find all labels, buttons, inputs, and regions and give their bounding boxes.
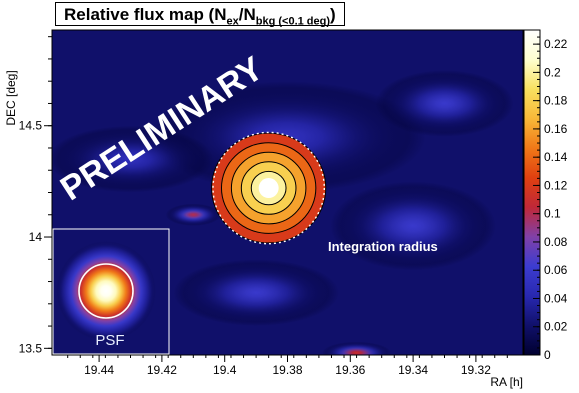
y-tick-label: 14: [29, 230, 43, 244]
colorbar-tick-label: 0.08: [544, 235, 568, 249]
colorbar-tick-label: 0.2: [544, 65, 561, 79]
colorbar-tick-label: 0.12: [544, 178, 568, 192]
y-tick-label: 14.5: [19, 119, 43, 133]
x-tick-label: 19.38: [272, 363, 302, 377]
colorbar-tick-label: 0.16: [544, 122, 568, 136]
chart-title: Relative flux map (Nex/Nbkg (<0.1 deg)): [55, 2, 345, 27]
hotspot-2: [322, 341, 392, 355]
psf-inset: PSF: [52, 228, 170, 355]
integration-radius-label: Integration radius: [328, 239, 438, 254]
x-tick-label: 19.36: [335, 363, 365, 377]
colorbar-tick-label: 0.06: [544, 263, 568, 277]
x-tick-label: 19.4: [213, 363, 237, 377]
y-axis-label: DEC [deg]: [4, 70, 18, 125]
hotspot-4: [330, 181, 496, 271]
x-tick-label: 19.44: [84, 363, 114, 377]
colorbar-tick-label: 0.18: [544, 94, 568, 108]
integration-radius-circle: [212, 131, 326, 245]
colorbar-tick-label: 0.02: [544, 320, 568, 334]
colorbar-tick-label: 0.04: [544, 291, 568, 305]
x-tick-label: 19.32: [461, 363, 491, 377]
colorbar: 0 0.02 0.04 0.06 0.08 0.1 0.12 0.14 0.16 0.18 0.2 0…: [523, 29, 568, 362]
colorbar-tick-label: 0.14: [544, 150, 568, 164]
colorbar-tick-label: 0.1: [544, 207, 561, 221]
x-tick-label: 19.34: [398, 363, 428, 377]
psf-label: PSF: [95, 332, 124, 349]
colorbar-gradient: [524, 30, 540, 355]
x-axis-label: RA [h]: [490, 375, 523, 389]
heatmap-area: [52, 30, 523, 355]
psf-blob: [56, 241, 156, 341]
peak-core: [258, 178, 279, 199]
hotspot-1: [165, 203, 221, 226]
colorbar-tick-label: 0.22: [544, 37, 568, 51]
hotspot-5: [375, 70, 514, 137]
y-tick-label: 13.5: [19, 341, 43, 355]
hotspot-7: [173, 259, 339, 327]
x-tick-label: 19.42: [147, 363, 177, 377]
hotspot-6: [52, 125, 214, 193]
colorbar-tick-label: 0: [544, 348, 551, 362]
psf-frame: [52, 228, 170, 355]
psf-circle: [78, 263, 134, 319]
